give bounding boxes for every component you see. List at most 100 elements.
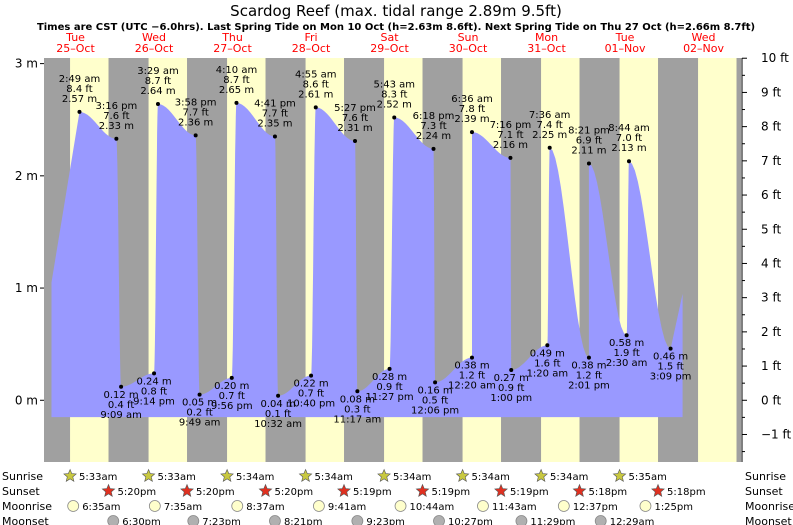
day-name-label: Tue: [615, 31, 635, 44]
tide-label-line3: 2.33 m: [99, 121, 134, 132]
high-tide-point: [586, 161, 591, 166]
date-label: 02–Nov: [683, 42, 724, 55]
tide-label-line2: 7.7 ft: [262, 109, 288, 120]
tide-label-line1: 0.24 m: [136, 376, 171, 387]
moonset-circle-icon: [433, 515, 445, 525]
event-time-label: 11:43am: [492, 502, 537, 513]
tide-label-line1: 4:41 pm: [254, 99, 296, 110]
moonrise-circle-icon: [557, 500, 570, 512]
tide-label-line1: 8:44 am: [608, 123, 650, 134]
event-time-label: 9:41am: [328, 502, 366, 513]
tide-label-line3: 9:56 pm: [211, 401, 253, 412]
low-tide-point: [469, 355, 474, 360]
sunset-star-icon: [415, 483, 430, 497]
low-tide-point: [668, 346, 673, 351]
tide-label-line2: 0.9 ft: [376, 382, 402, 393]
low-tide-point: [624, 333, 629, 338]
tide-label-line2: 1.2 ft: [576, 371, 602, 382]
tide-label-line1: 0.16 m: [417, 385, 452, 396]
tide-label-line1: 0.38 m: [454, 361, 489, 372]
tide-label-line3: 12:06 pm: [411, 405, 459, 416]
tide-label-line3: 2.61 m: [298, 89, 333, 100]
moonrise-circle-icon: [394, 500, 407, 512]
event-time-label: 10:44am: [410, 502, 455, 513]
day-name-label: Thu: [221, 31, 243, 44]
event-time-label: 7:23pm: [202, 517, 241, 525]
moonset-circle-icon: [515, 515, 528, 525]
tide-label-line2: 0.4 ft: [108, 400, 134, 411]
tide-label-line2: 8.3 ft: [381, 89, 407, 100]
tide-label-line1: 0.12 m: [103, 390, 138, 401]
tide-label-line1: 3:16 pm: [96, 101, 138, 112]
high-tide-point: [313, 105, 318, 110]
tide-label-line3: 2.11 m: [571, 145, 606, 156]
event-time-label: 8:21pm: [284, 517, 323, 525]
high-tide-point: [469, 130, 474, 135]
tide-label-line3: 2.64 m: [140, 86, 175, 97]
day-name-label: Wed: [692, 31, 716, 44]
date-label: 25–Oct: [56, 42, 95, 55]
tide-label-line3: 2.52 m: [377, 99, 412, 110]
event-time-label: 5:20pm: [118, 487, 157, 498]
tide-label-line2: 7.0 ft: [616, 133, 642, 144]
tide-label-line1: 0.58 m: [609, 338, 644, 349]
row-label-left: Moonrise: [2, 500, 52, 513]
event-time-label: 5:34am: [472, 472, 510, 483]
event-time-label: 6:35am: [82, 502, 120, 513]
low-tide-point: [309, 373, 314, 378]
tide-label-line2: 8.4 ft: [66, 84, 92, 95]
event-time-label: 5:19pm: [353, 487, 392, 498]
row-label-left: Moonset: [2, 515, 49, 525]
moonset-circle-icon: [107, 515, 120, 525]
tide-label-line2: 7.6 ft: [103, 111, 129, 122]
high-tide-point: [547, 145, 552, 150]
tide-label-line2: 6.9 ft: [576, 135, 602, 146]
moonrise-circle-icon: [312, 500, 325, 512]
event-time-label: 1:25pm: [654, 502, 693, 513]
event-time-label: 12:29am: [610, 517, 655, 525]
tide-label-line3: 2.36 m: [178, 117, 213, 128]
tide-label-line2: 8.7 ft: [223, 75, 249, 86]
tide-label-line2: 1.2 ft: [459, 371, 485, 382]
chart-title: Scardog Reef (max. tidal range 2.89m 9.5…: [230, 2, 562, 20]
low-tide-point: [433, 380, 438, 385]
day-name-label: Tue: [65, 31, 85, 44]
row-label-left: Sunset: [2, 485, 40, 498]
tide-label-line1: 6:18 pm: [413, 111, 455, 122]
event-time-label: 5:33am: [158, 472, 196, 483]
moonset-circle-icon: [594, 515, 607, 525]
sunrise-star-icon: [298, 468, 313, 482]
sunrise-star-icon: [141, 468, 156, 482]
y-tick-label-m: 3 m: [15, 57, 38, 71]
low-tide-point: [276, 393, 281, 398]
sunset-star-icon: [572, 483, 587, 497]
sunrise-star-icon: [220, 468, 234, 482]
y-tick-label-ft: 1 ft: [761, 359, 781, 373]
sunrise-star-icon: [534, 468, 548, 482]
y-tick-label-m: 1 m: [15, 281, 38, 295]
tide-label-line1: 5:43 am: [374, 79, 416, 90]
moonset-circle-icon: [269, 515, 281, 525]
tide-label-line3: 10:40 pm: [287, 399, 335, 410]
moonrise-circle-icon: [67, 500, 80, 512]
date-label: 30–Oct: [449, 42, 488, 55]
tide-label-line1: 0.28 m: [372, 372, 407, 383]
tide-label-line2: 0.8 ft: [141, 386, 167, 397]
event-time-label: 9:23pm: [366, 517, 405, 525]
sunrise-star-icon: [455, 468, 470, 482]
tide-label-line1: 0.08 m: [340, 394, 375, 405]
low-tide-point: [355, 389, 360, 394]
tide-label-line3: 2.13 m: [611, 143, 646, 154]
tide-label-line3: 2.35 m: [257, 119, 292, 130]
daylight-band: [698, 58, 737, 462]
high-tide-point: [353, 139, 358, 144]
tide-label-line3: 2.16 m: [493, 140, 528, 151]
low-tide-point: [545, 343, 550, 348]
date-label: 28–Oct: [292, 42, 331, 55]
event-time-label: 6:30pm: [122, 517, 161, 525]
high-tide-point: [77, 109, 82, 114]
tide-label-line3: 10:32 am: [254, 419, 302, 430]
low-tide-point: [152, 371, 157, 376]
tide-label-line2: 7.4 ft: [537, 120, 563, 131]
event-time-label: 5:19pm: [432, 487, 471, 498]
